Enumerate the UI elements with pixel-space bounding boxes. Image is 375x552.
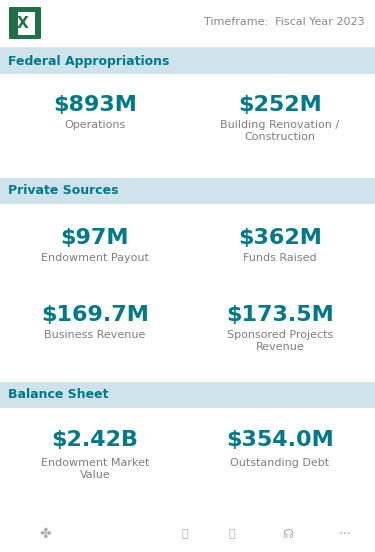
Text: ✤: ✤ xyxy=(39,527,51,541)
Text: ···: ··· xyxy=(338,527,352,541)
Text: Outstanding Debt: Outstanding Debt xyxy=(230,458,330,468)
Text: ☊: ☊ xyxy=(282,528,294,540)
Text: Private Sources: Private Sources xyxy=(8,184,118,198)
Text: $893M: $893M xyxy=(53,95,137,115)
Text: $362M: $362M xyxy=(238,228,322,248)
Text: ⬜: ⬜ xyxy=(182,529,188,539)
Text: Federal Appropriations: Federal Appropriations xyxy=(8,55,170,67)
Text: Endowment Payout: Endowment Payout xyxy=(41,253,149,263)
Bar xyxy=(0,382,375,408)
Text: Timeframe:  Fiscal Year 2023: Timeframe: Fiscal Year 2023 xyxy=(204,17,365,27)
Text: Sponsored Projects
Revenue: Sponsored Projects Revenue xyxy=(227,330,333,352)
Bar xyxy=(0,48,375,74)
Text: Business Revenue: Business Revenue xyxy=(44,330,146,340)
Text: $97M: $97M xyxy=(61,228,129,248)
Text: $354.0M: $354.0M xyxy=(226,430,334,450)
Text: $2.42B: $2.42B xyxy=(51,430,138,450)
Text: $173.5M: $173.5M xyxy=(226,305,334,325)
Text: $252M: $252M xyxy=(238,95,322,115)
Text: Operations: Operations xyxy=(64,120,126,130)
Text: Balance Sheet: Balance Sheet xyxy=(8,389,108,401)
FancyBboxPatch shape xyxy=(9,7,41,39)
Text: $169.7M: $169.7M xyxy=(41,305,149,325)
FancyBboxPatch shape xyxy=(18,12,34,34)
Bar xyxy=(0,178,375,204)
Text: ⬜: ⬜ xyxy=(229,529,236,539)
Text: Endowment Market
Value: Endowment Market Value xyxy=(41,458,149,480)
Text: X: X xyxy=(17,16,28,31)
Text: Building Renovation /
Construction: Building Renovation / Construction xyxy=(220,120,340,142)
Text: Funds Raised: Funds Raised xyxy=(243,253,317,263)
